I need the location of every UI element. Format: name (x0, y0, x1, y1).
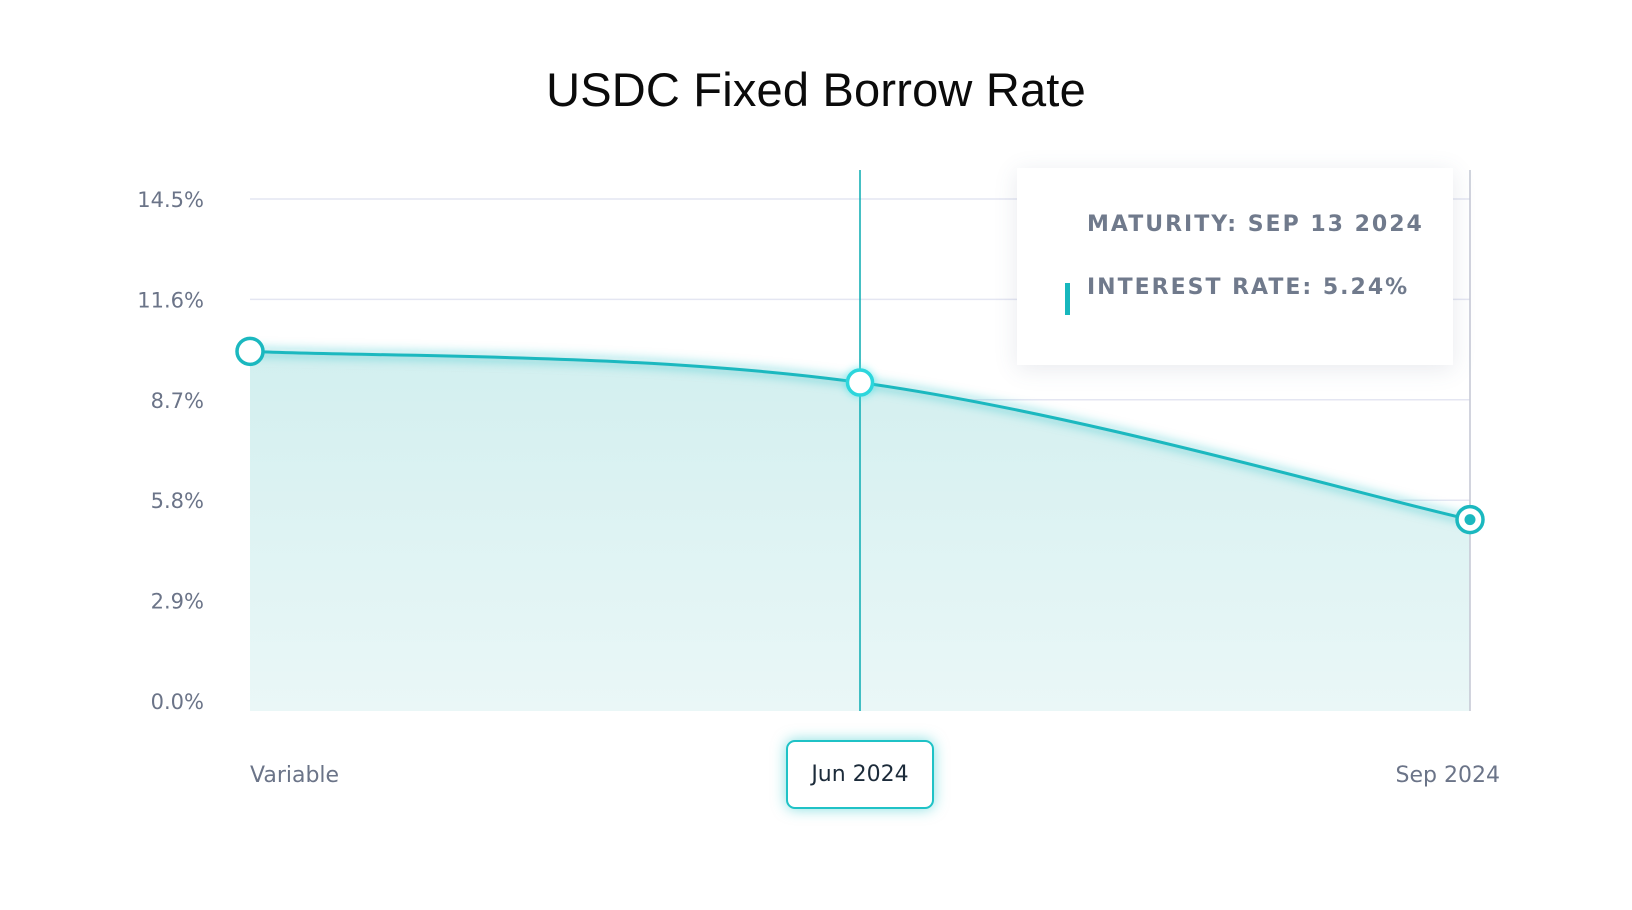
data-point[interactable] (1455, 504, 1485, 535)
data-point[interactable] (845, 367, 875, 398)
x-tick-label: Variable (250, 763, 339, 788)
x-axis: Variable Sep 2024 (250, 763, 1500, 788)
tooltip: MATURITY: SEP 13 2024 INTEREST RATE: 5.2… (1017, 168, 1453, 365)
y-axis: 0.0% 2.9% 5.8% 8.7% 11.6% 14.5% (137, 188, 204, 714)
tooltip-interest-rate: INTEREST RATE: 5.24% (1087, 275, 1410, 300)
tooltip-maturity: MATURITY: SEP 13 2024 (1087, 212, 1424, 237)
x-tick-label: Sep 2024 (1396, 763, 1500, 788)
y-tick-label: 5.8% (151, 489, 204, 513)
y-tick-label: 2.9% (151, 590, 204, 614)
data-points[interactable] (235, 336, 1485, 535)
crosshair (859, 170, 1471, 711)
y-tick-label: 0.0% (151, 690, 204, 714)
y-tick-label: 11.6% (137, 288, 204, 312)
data-point[interactable] (235, 336, 265, 367)
chart-title: USDC Fixed Borrow Rate (546, 63, 1086, 116)
tooltip-series-marker (1065, 283, 1070, 315)
y-tick-label: 8.7% (151, 389, 204, 413)
y-tick-label: 14.5% (137, 188, 204, 212)
x-axis-selected-label[interactable]: Jun 2024 (786, 740, 934, 809)
